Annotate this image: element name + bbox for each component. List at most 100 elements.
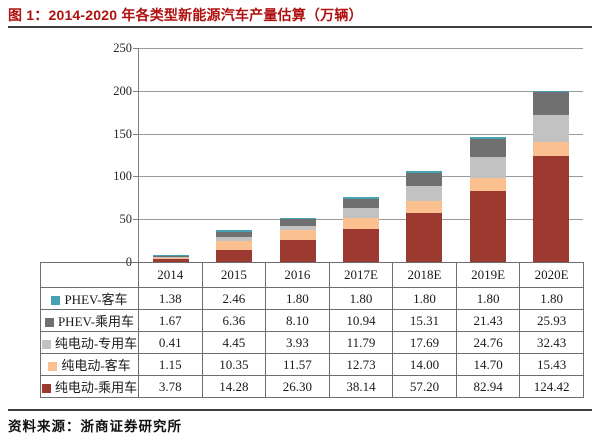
legend-swatch-icon (44, 318, 54, 327)
table-cell-value: 0.41 (138, 331, 203, 354)
table-header-year: 2016 (265, 262, 330, 288)
table-cell-value: 11.79 (328, 331, 394, 354)
bar-segment-2016-纯电动-专用车 (279, 226, 316, 230)
gridline-100 (139, 176, 583, 178)
y-axis-tick-label: 150 (113, 126, 132, 141)
bar-segment-2014-纯电动-乘用车 (152, 258, 189, 262)
table-header-row: 2014 2015 2016 2017E 2018E 2019E 2020E (40, 262, 584, 288)
y-axis-tick-label: 250 (113, 41, 132, 55)
table-cell-value: 1.80 (519, 287, 584, 310)
table-cell-value: 21.43 (455, 309, 521, 332)
bar-segment-2020E-PHEV-乘用车 (533, 92, 570, 115)
title-rule (8, 26, 592, 28)
bar-segment-2018E-纯电动-专用车 (406, 185, 443, 202)
bar-segment-2018E-纯电动-乘用车 (406, 213, 443, 262)
table-row: 纯电动-专用车 0.41 4.45 3.93 11.79 17.69 24.76 32.43 (40, 331, 584, 354)
table-cell-value: 26.30 (265, 375, 330, 398)
bar-segment-2016-PHEV-乘用车 (279, 219, 316, 227)
table-cell-value: 1.80 (265, 287, 330, 310)
bar-segment-2019E-PHEV-乘用车 (469, 138, 506, 158)
bar-segment-2016-PHEV-客车 (279, 217, 316, 220)
table-header-year: 2019E (455, 262, 521, 288)
data-table: 2014 2015 2016 2017E 2018E 2019E 2020E PHEV-客车 1… (40, 262, 584, 398)
table-cell-value: 57.20 (392, 375, 457, 398)
bar-segment-2017E-纯电动-乘用车 (343, 229, 379, 262)
table-cell-value: 1.15 (138, 353, 203, 376)
y-axis-tick-mark (133, 90, 138, 92)
table-cell-value: 3.78 (138, 375, 203, 398)
bar-segment-2018E-PHEV-客车 (406, 171, 443, 173)
bar-segment-2016-纯电动-乘用车 (279, 239, 316, 262)
table-cell-value: 11.57 (265, 353, 330, 376)
table-corner-spacer (40, 262, 139, 288)
table-header-year: 2018E (392, 262, 457, 288)
source-note: 资料来源：浙商证券研究所 (8, 419, 182, 434)
table-cell-value: 10.35 (201, 353, 267, 376)
legend-series-label: 纯电动-客车 (61, 358, 131, 373)
table-header-year: 2017E (328, 262, 394, 288)
bar-segment-2019E-纯电动-客车 (469, 178, 506, 192)
legend-swatch-icon (51, 296, 61, 305)
bar-segment-2020E-PHEV-客车 (533, 90, 570, 93)
bar-segment-2015-PHEV-客车 (216, 229, 253, 232)
bar-segment-2015-PHEV-乘用车 (216, 231, 253, 238)
table-cell-value: 1.67 (138, 309, 203, 332)
figure-title: 图 1：2014-2020 年各类型新能源汽车产量估算（万辆） (8, 7, 363, 23)
table-cell-value: 14.70 (455, 353, 521, 376)
legend-cell: PHEV-客车 (40, 287, 139, 310)
table-cell-value: 3.93 (265, 331, 330, 354)
table-cell-value: 2.46 (201, 287, 267, 310)
table-row: PHEV-乘用车 1.67 6.36 8.10 10.94 15.31 21.43 25.93 (40, 309, 584, 332)
y-axis-tick-mark (133, 133, 138, 135)
table-cell-value: 1.80 (455, 287, 521, 310)
bar-segment-2014-PHEV-客车 (152, 254, 189, 256)
table-row: 纯电动-乘用车 3.78 14.28 26.30 38.14 57.20 82.94 124.… (40, 375, 584, 398)
y-axis-tick-mark (133, 176, 138, 178)
legend-cell: 纯电动-客车 (40, 353, 139, 376)
y-axis-tick-label: 200 (113, 83, 132, 98)
y-axis-tick-mark (133, 219, 138, 221)
legend-series-label: 纯电动-乘用车 (54, 380, 138, 395)
table-header-year: 2020E (519, 262, 584, 288)
table-cell-value: 1.80 (392, 287, 457, 310)
table-cell-value: 82.94 (455, 375, 521, 398)
source-rule (8, 409, 592, 411)
table-cell-value: 8.10 (265, 309, 330, 332)
table-row: 纯电动-客车 1.15 10.35 11.57 12.73 14.00 14.70 15.43 (40, 353, 584, 376)
table-cell-value: 1.80 (328, 287, 394, 310)
bar-segment-2017E-纯电动-专用车 (343, 208, 379, 219)
table-header-year: 2014 (138, 262, 203, 288)
legend-cell: PHEV-乘用车 (40, 309, 139, 332)
legend-cell: 纯电动-乘用车 (40, 375, 139, 398)
bar-segment-2020E-纯电动-乘用车 (533, 155, 570, 262)
bar-segment-2018E-PHEV-乘用车 (406, 172, 443, 186)
table-header-year: 2015 (201, 262, 267, 288)
bar-segment-2017E-PHEV-乘用车 (343, 199, 379, 209)
bar-segment-2015-纯电动-乘用车 (216, 249, 253, 262)
bar-segment-2014-纯电动-客车 (152, 257, 189, 259)
bar-segment-2017E-PHEV-客车 (343, 197, 379, 199)
bar-segment-2017E-纯电动-客车 (343, 218, 379, 230)
table-cell-value: 4.45 (201, 331, 267, 354)
legend-swatch-icon (41, 384, 51, 393)
y-axis-tick-mark (133, 48, 138, 49)
bar-segment-2014-纯电动-专用车 (152, 257, 189, 258)
legend-series-label: 纯电动-专用车 (54, 336, 138, 351)
table-cell-value: 124.42 (519, 375, 584, 398)
table-cell-value: 15.31 (392, 309, 457, 332)
legend-swatch-icon (48, 362, 58, 371)
legend-series-label: PHEV-乘用车 (57, 314, 135, 329)
table-cell-value: 25.93 (519, 309, 584, 332)
bar-segment-2014-PHEV-乘用车 (152, 256, 189, 258)
legend-swatch-icon (41, 340, 51, 349)
bar-segment-2020E-纯电动-专用车 (533, 114, 570, 143)
gridline-150 (139, 133, 583, 135)
bar-segment-2018E-纯电动-客车 (406, 201, 443, 214)
bar-segment-2016-纯电动-客车 (279, 229, 316, 240)
gridline-200 (139, 90, 583, 92)
bar-segment-2015-纯电动-专用车 (216, 237, 253, 241)
y-axis-tick-label: 50 (119, 212, 133, 227)
bar-segment-2019E-纯电动-乘用车 (469, 191, 506, 262)
table-cell-value: 24.76 (455, 331, 521, 354)
